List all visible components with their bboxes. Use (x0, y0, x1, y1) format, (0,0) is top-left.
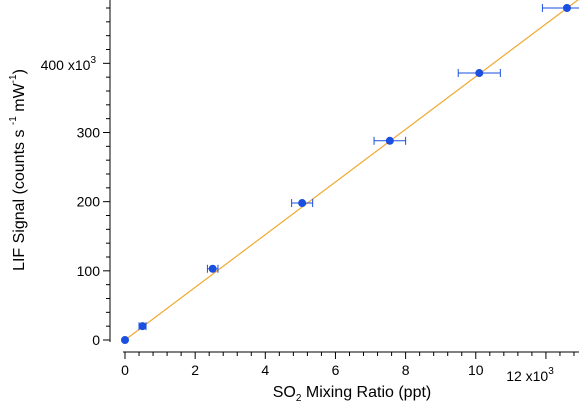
axes (103, 0, 579, 359)
data-point (208, 264, 217, 273)
x-tick-label: 2 (191, 362, 199, 378)
y-axis-title-sup1: -1 (8, 116, 19, 125)
x-tick-label: 10 (468, 362, 484, 378)
fit-line-group (124, 0, 579, 341)
y-axis-title-sup2: -1 (8, 74, 19, 83)
y-top-tick-base: 400 x10 (41, 57, 91, 73)
data-point (138, 322, 147, 331)
y-tick-label: 200 (77, 194, 101, 210)
y-axis-title-middle: mW (11, 82, 28, 116)
tick-labels: 0 100 200 300 0 2 4 6 8 10 (77, 125, 484, 379)
x-tick-label: 4 (261, 362, 269, 378)
y-tick-label: 100 (77, 263, 101, 279)
data-point (562, 4, 571, 12)
y-tick-label: 300 (77, 125, 101, 141)
data-point (475, 69, 484, 78)
data-point (385, 136, 394, 145)
data-point (121, 336, 129, 344)
x-tick-label: 6 (332, 362, 340, 378)
x-axis-title: SO2 Mixing Ratio (ppt) (273, 384, 432, 404)
fit-line (124, 0, 579, 341)
x-scale-base: 12 x10 (506, 368, 548, 384)
x-axis-title-suffix: Mixing Ratio (ppt) (301, 384, 431, 401)
error-bars (138, 4, 579, 331)
y-tick-label: 0 (92, 332, 100, 348)
x-scale-exponent: 3 (548, 366, 554, 377)
x-axis-title-subscript: 2 (296, 393, 302, 404)
y-axis-title-prefix: LIF Signal (counts s (11, 125, 28, 271)
x-axis-title-prefix: SO (273, 384, 296, 401)
y-tick-label-400: 400 x103 (41, 55, 97, 73)
x-tick-label: 8 (402, 362, 410, 378)
data-point (298, 199, 307, 208)
x-scale-label: 12 x103 (506, 366, 554, 384)
y-axis-title-suffix: ) (11, 69, 28, 74)
data-points (121, 4, 571, 344)
y-top-tick-exponent: 3 (90, 55, 96, 66)
y-axis-title: LIF Signal (counts s -1 mW-1) (8, 69, 28, 271)
x-tick-label: 0 (121, 362, 129, 378)
